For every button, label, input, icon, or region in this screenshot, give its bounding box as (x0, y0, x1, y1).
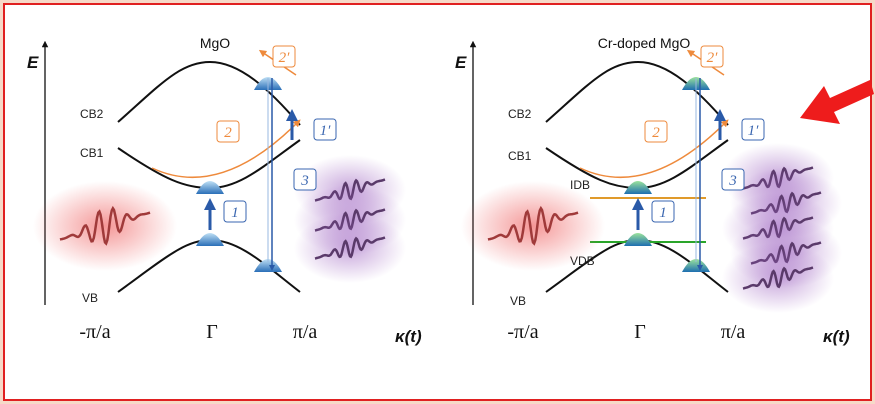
band-label: CB1 (508, 149, 532, 163)
glow (294, 213, 406, 283)
step-label: 1 (659, 205, 667, 221)
band-label: VB (82, 291, 98, 305)
energy-label: E (455, 53, 467, 72)
glow (461, 181, 605, 271)
k-label: π/a (721, 321, 746, 343)
step-label: 1′ (320, 123, 332, 139)
k-label: Γ (206, 321, 218, 343)
glow (722, 243, 834, 313)
step-label: 1′ (748, 123, 760, 139)
step-label: 1 (231, 205, 239, 221)
energy-label: E (27, 53, 39, 72)
band-label: VB (510, 294, 526, 308)
glow (33, 181, 177, 271)
step-label: 2 (224, 125, 232, 141)
k-axis-label: κ(t) (395, 327, 422, 346)
k-label: -π/a (507, 321, 538, 343)
panel-title: MgO (200, 35, 230, 51)
step-label: 2′ (707, 50, 719, 66)
k-label: Γ (634, 321, 646, 343)
figure: E MgO CB2 CB1 VB -π/a Γπ/a κ(t) 1 1′ 2 2′ 3 E Cr-doped… (0, 0, 875, 404)
k-label: π/a (293, 321, 318, 343)
step-label: 3 (300, 173, 309, 189)
band-label: CB2 (80, 107, 104, 121)
band-label: CB2 (508, 107, 532, 121)
band-label: CB1 (80, 146, 104, 160)
k-axis-label: κ(t) (823, 327, 850, 346)
step-label: 2′ (279, 50, 291, 66)
step-label: 3 (728, 173, 737, 189)
k-label: -π/a (79, 321, 110, 343)
step-label: 2 (652, 125, 660, 141)
panel-title: Cr-doped MgO (598, 35, 691, 51)
